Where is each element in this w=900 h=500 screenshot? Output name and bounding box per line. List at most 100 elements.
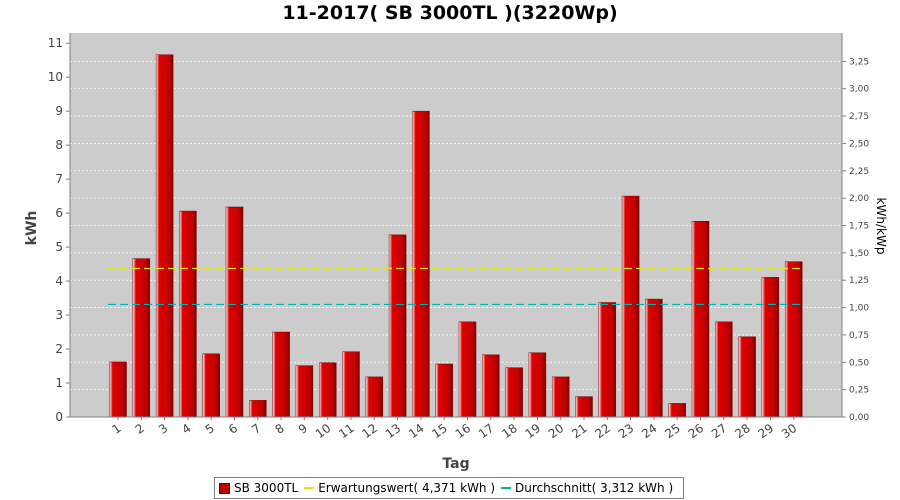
x-tick-label: 1 [109, 421, 123, 437]
bar-15 [435, 363, 453, 418]
bar-23 [621, 195, 640, 418]
bar-5 [202, 353, 220, 418]
bar-7 [249, 400, 267, 418]
x-tick-label: 3 [156, 421, 170, 437]
x-tick-label: 10 [313, 421, 334, 441]
y2-tick-label: 2,00 [849, 194, 869, 204]
bar-29 [761, 277, 780, 418]
y2-tick-label: 0,50 [849, 358, 869, 368]
bar-21 [575, 396, 593, 418]
x-tick-label: 9 [296, 421, 310, 437]
bar-25 [668, 403, 686, 418]
x-tick-label: 27 [709, 421, 730, 441]
bar-26 [691, 221, 710, 418]
legend-item-expected: Erwartungswert( 4,371 kWh ) [304, 481, 495, 495]
x-tick-label: 30 [779, 421, 800, 441]
bar-1 [109, 361, 127, 418]
bar-18 [505, 367, 523, 418]
legend-bar-swatch [219, 482, 230, 494]
y-tick-label: 8 [55, 138, 63, 152]
y-tick-label: 10 [48, 70, 63, 84]
x-tick-label: 21 [569, 421, 590, 441]
bar-chart: 012345678910110,000,250,500,751,001,251,… [24, 33, 888, 472]
x-tick-label: 18 [499, 421, 520, 441]
x-tick-label: 17 [476, 421, 497, 441]
x-tick-label: 25 [662, 421, 683, 441]
x-tick-label: 13 [383, 421, 404, 441]
bar-10 [318, 362, 337, 418]
x-tick-label: 29 [756, 421, 777, 441]
chart-legend: SB 3000TL Erwartungswert( 4,371 kWh ) Du… [214, 477, 685, 499]
legend-expected-swatch [304, 487, 315, 489]
x-tick-label: 4 [179, 421, 193, 437]
x-axis-label: Tag [442, 456, 469, 472]
bar-22 [598, 302, 617, 418]
bar-14 [412, 110, 430, 418]
x-tick-label: 22 [592, 421, 613, 441]
y-axis-label: kWh [24, 211, 40, 246]
x-tick-label: 12 [359, 421, 380, 441]
y-tick-label: 2 [55, 342, 63, 356]
bar-4 [179, 210, 197, 418]
bar-9 [295, 365, 314, 418]
y-tick-label: 9 [55, 104, 63, 118]
y-tick-label: 5 [55, 240, 63, 254]
y-tick-label: 7 [55, 172, 63, 186]
y-tick-label: 4 [55, 274, 63, 288]
bar-27 [715, 321, 733, 418]
y2-axis-label: kWh/kWp [874, 198, 888, 255]
x-tick-label: 15 [429, 421, 450, 441]
x-tick-label: 16 [453, 421, 474, 441]
x-tick-label: 7 [249, 421, 263, 437]
x-tick-label: 19 [523, 421, 544, 441]
x-tick-label: 23 [616, 421, 637, 441]
bar-2 [132, 258, 151, 418]
y2-tick-label: 3,00 [849, 85, 869, 95]
bar-6 [225, 206, 244, 418]
y2-tick-label: 0,75 [849, 331, 869, 341]
x-tick-label: 6 [226, 421, 240, 437]
y-tick-label: 6 [55, 206, 63, 220]
bar-30 [784, 261, 803, 418]
legend-label-bars: SB 3000TL [234, 481, 299, 495]
x-tick-label: 24 [639, 421, 660, 441]
y2-tick-label: 3,25 [849, 57, 869, 67]
bar-20 [551, 376, 570, 418]
x-tick-label: 2 [133, 421, 147, 437]
y-tick-label: 11 [48, 36, 63, 50]
y-tick-label: 3 [55, 308, 63, 322]
y2-tick-label: 1,25 [849, 276, 869, 286]
y2-tick-label: 1,50 [849, 249, 869, 259]
bar-28 [738, 336, 756, 418]
bar-24 [645, 298, 663, 418]
x-tick-label: 28 [732, 421, 753, 441]
y2-tick-label: 2,25 [849, 167, 869, 177]
x-tick-label: 5 [203, 421, 217, 437]
bar-13 [388, 234, 407, 418]
y2-tick-label: 0,25 [849, 386, 869, 396]
bar-3 [155, 54, 174, 418]
y2-tick-label: 1,00 [849, 304, 869, 314]
y-tick-label: 0 [55, 410, 63, 424]
plot-area [70, 33, 842, 417]
bar-19 [528, 352, 547, 418]
x-tick-label: 20 [546, 421, 567, 441]
bar-11 [342, 351, 360, 418]
legend-item-bars: SB 3000TL [219, 481, 298, 495]
bar-16 [458, 321, 477, 418]
bar-12 [365, 376, 384, 418]
chart-title: 11-2017( SB 3000TL )(3220Wp) [282, 2, 618, 24]
y-tick-label: 1 [55, 376, 63, 390]
bar-17 [482, 354, 500, 418]
x-tick-label: 8 [273, 421, 287, 437]
x-tick-label: 11 [336, 421, 357, 441]
legend-label-average: Durchschnitt( 3,312 kWh ) [515, 481, 674, 495]
legend-item-average: Durchschnitt( 3,312 kWh ) [501, 481, 673, 495]
y2-tick-label: 0,00 [849, 413, 869, 423]
y2-tick-label: 2,75 [849, 112, 869, 122]
x-tick-label: 26 [686, 421, 707, 441]
legend-average-swatch [501, 487, 512, 489]
y2-tick-label: 1,75 [849, 221, 869, 231]
bar-8 [272, 331, 290, 418]
x-tick-label: 14 [406, 421, 427, 441]
